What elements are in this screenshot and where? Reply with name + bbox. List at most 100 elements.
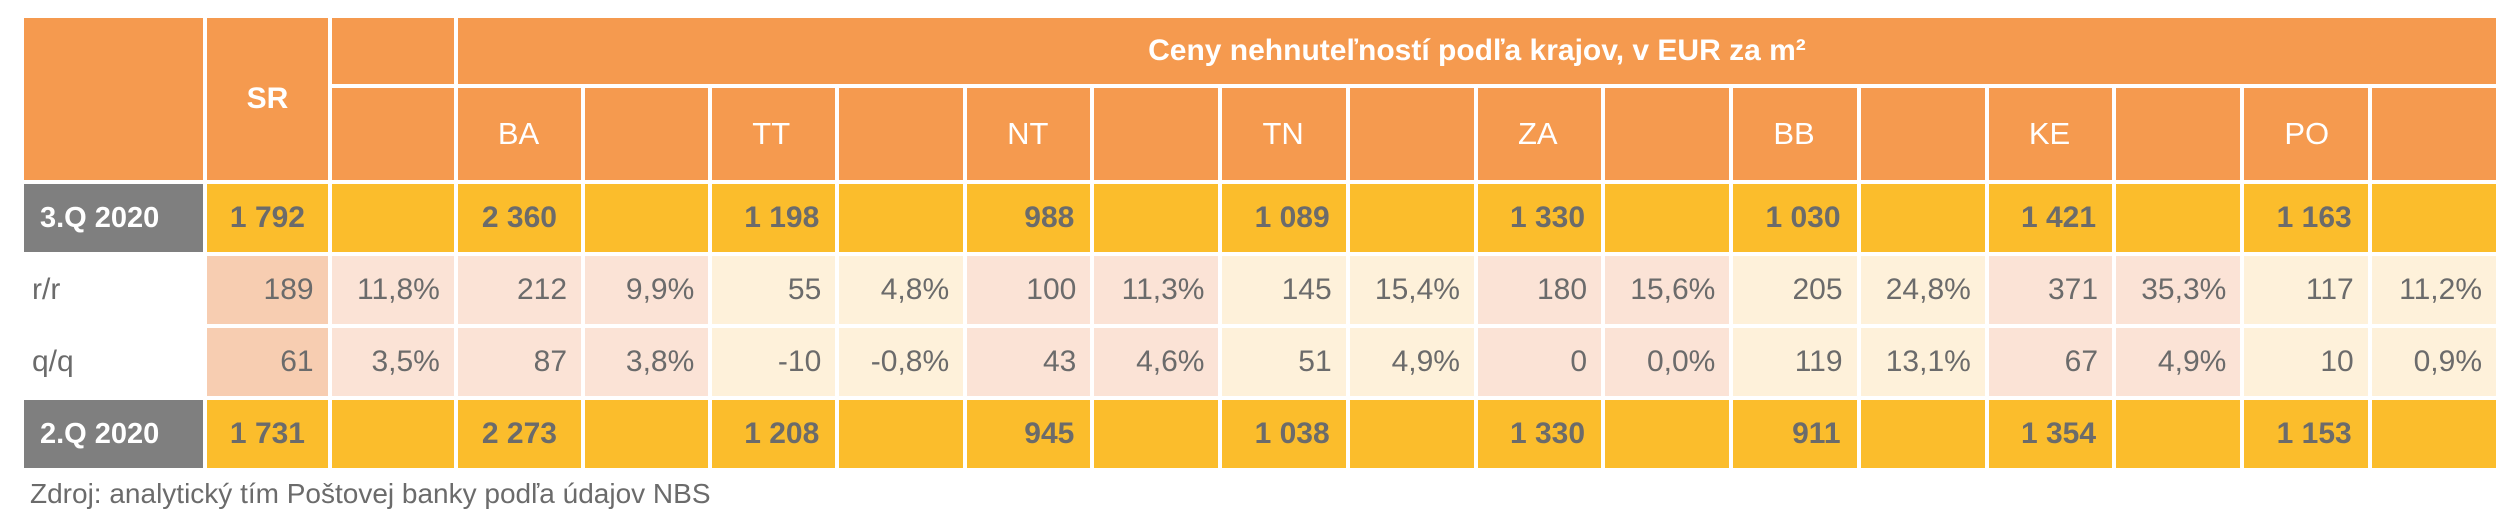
change-abs: 67 — [1988, 328, 2113, 396]
region-value: 1 198 — [712, 184, 836, 252]
header-sr: SR — [207, 18, 328, 180]
region-header: NT — [967, 88, 1091, 180]
empty-cell — [1349, 400, 1474, 468]
region-value: 1 030 — [1733, 184, 1857, 252]
change-pct: 15,4% — [1349, 256, 1474, 324]
empty-cell — [1094, 184, 1219, 252]
region-header: BB — [1733, 88, 1857, 180]
change-pct: 9,9% — [585, 256, 709, 324]
change-abs: 145 — [1222, 256, 1346, 324]
region-value: 1 153 — [2244, 400, 2368, 468]
change-abs: 87 — [457, 328, 582, 396]
change-abs: 117 — [2244, 256, 2368, 324]
region-header-pct — [1094, 88, 1219, 180]
change-pct: 35,3% — [2116, 256, 2241, 324]
region-header: KE — [1988, 88, 2113, 180]
row-qq: q/q 61 3,5% 87 3,8% -10 -0,8% 43 4,6% 51… — [24, 328, 2496, 396]
source-note: Zdroj: analytický tím Poštovej banky pod… — [30, 478, 711, 509]
row-label: 3.Q 2020 — [24, 184, 204, 252]
change-abs: 212 — [457, 256, 582, 324]
region-value: 1 354 — [1988, 400, 2113, 468]
empty-cell — [585, 184, 709, 252]
change-abs: 100 — [967, 256, 1091, 324]
change-abs: 119 — [1733, 328, 1857, 396]
empty-cell — [839, 184, 964, 252]
table-title: Ceny nehnuteľností podľa krajov, v EUR z… — [457, 18, 2496, 84]
change-pct: 4,8% — [839, 256, 964, 324]
change-abs: 180 — [1477, 256, 1602, 324]
region-header-pct — [2116, 88, 2241, 180]
region-header: BA — [457, 88, 582, 180]
empty-cell — [1605, 400, 1730, 468]
change-abs: 0 — [1477, 328, 1602, 396]
region-value: 988 — [967, 184, 1091, 252]
region-value: 1 330 — [1477, 184, 1602, 252]
empty-cell — [2371, 400, 2496, 468]
region-value: 1 421 — [1988, 184, 2113, 252]
region-header: PO — [2244, 88, 2368, 180]
region-header-pct — [1349, 88, 1474, 180]
empty-cell — [585, 400, 709, 468]
sr-change-pct: 11,8% — [331, 256, 454, 324]
header-sr-pct — [331, 88, 454, 180]
empty-cell — [331, 400, 454, 468]
region-value: 1 163 — [2244, 184, 2368, 252]
region-header-pct — [1605, 88, 1730, 180]
region-value: 945 — [967, 400, 1091, 468]
region-header-pct — [1860, 88, 1985, 180]
header-row-2: BA TT NT TN ZA BB KE PO — [24, 88, 2496, 180]
regional-prices-table: SR Ceny nehnuteľností podľa krajov, v EU… — [20, 14, 2500, 472]
change-pct: 24,8% — [1860, 256, 1985, 324]
region-value: 2 360 — [457, 184, 582, 252]
empty-cell — [1605, 184, 1730, 252]
change-abs: 43 — [967, 328, 1091, 396]
header-row-1: SR Ceny nehnuteľností podľa krajov, v EU… — [24, 18, 2496, 180]
region-header: TT — [712, 88, 836, 180]
region-value: 1 038 — [1222, 400, 1346, 468]
empty-cell — [1349, 184, 1474, 252]
region-value: 911 — [1733, 400, 1857, 468]
change-abs: 51 — [1222, 328, 1346, 396]
header-corner — [24, 18, 204, 180]
change-pct: 11,3% — [1094, 256, 1219, 324]
row-q2-2020: 2.Q 2020 1 731 2 273 1 208 945 1 038 1 3… — [24, 400, 2496, 468]
sr-change-pct: 3,5% — [331, 328, 454, 396]
empty-cell — [1094, 400, 1219, 468]
change-abs: -10 — [712, 328, 836, 396]
region-value: 1 089 — [1222, 184, 1346, 252]
change-pct: 15,6% — [1605, 256, 1730, 324]
region-header: ZA — [1477, 88, 1602, 180]
region-header-pct — [585, 88, 709, 180]
region-value: 2 273 — [457, 400, 582, 468]
empty-cell — [2116, 400, 2241, 468]
change-pct: 11,2% — [2371, 256, 2496, 324]
region-value: 1 330 — [1477, 400, 1602, 468]
sr-change-abs: 61 — [207, 328, 328, 396]
region-value: 1 208 — [712, 400, 836, 468]
change-pct: 0,0% — [1605, 328, 1730, 396]
change-pct: 4,6% — [1094, 328, 1219, 396]
row-label: q/q — [24, 328, 204, 396]
row-label: 2.Q 2020 — [24, 400, 204, 468]
empty-cell — [331, 184, 454, 252]
empty-cell — [839, 400, 964, 468]
row-label: r/r — [24, 256, 204, 324]
sr-value: 1 731 — [207, 400, 328, 468]
change-abs: 10 — [2244, 328, 2368, 396]
sr-change-abs: 189 — [207, 256, 328, 324]
empty-cell — [2116, 184, 2241, 252]
region-header-pct — [839, 88, 964, 180]
empty-cell — [2371, 184, 2496, 252]
change-abs: 371 — [1988, 256, 2113, 324]
sr-value: 1 792 — [207, 184, 328, 252]
region-header: TN — [1222, 88, 1346, 180]
change-pct: 4,9% — [1349, 328, 1474, 396]
change-abs: 205 — [1733, 256, 1857, 324]
region-header-pct — [2371, 88, 2496, 180]
row-q3-2020: 3.Q 2020 1 792 2 360 1 198 988 1 089 1 3… — [24, 184, 2496, 252]
change-pct: 4,9% — [2116, 328, 2241, 396]
change-pct: 13,1% — [1860, 328, 1985, 396]
empty-cell — [1860, 184, 1985, 252]
change-pct: 0,9% — [2371, 328, 2496, 396]
empty-cell — [1860, 400, 1985, 468]
